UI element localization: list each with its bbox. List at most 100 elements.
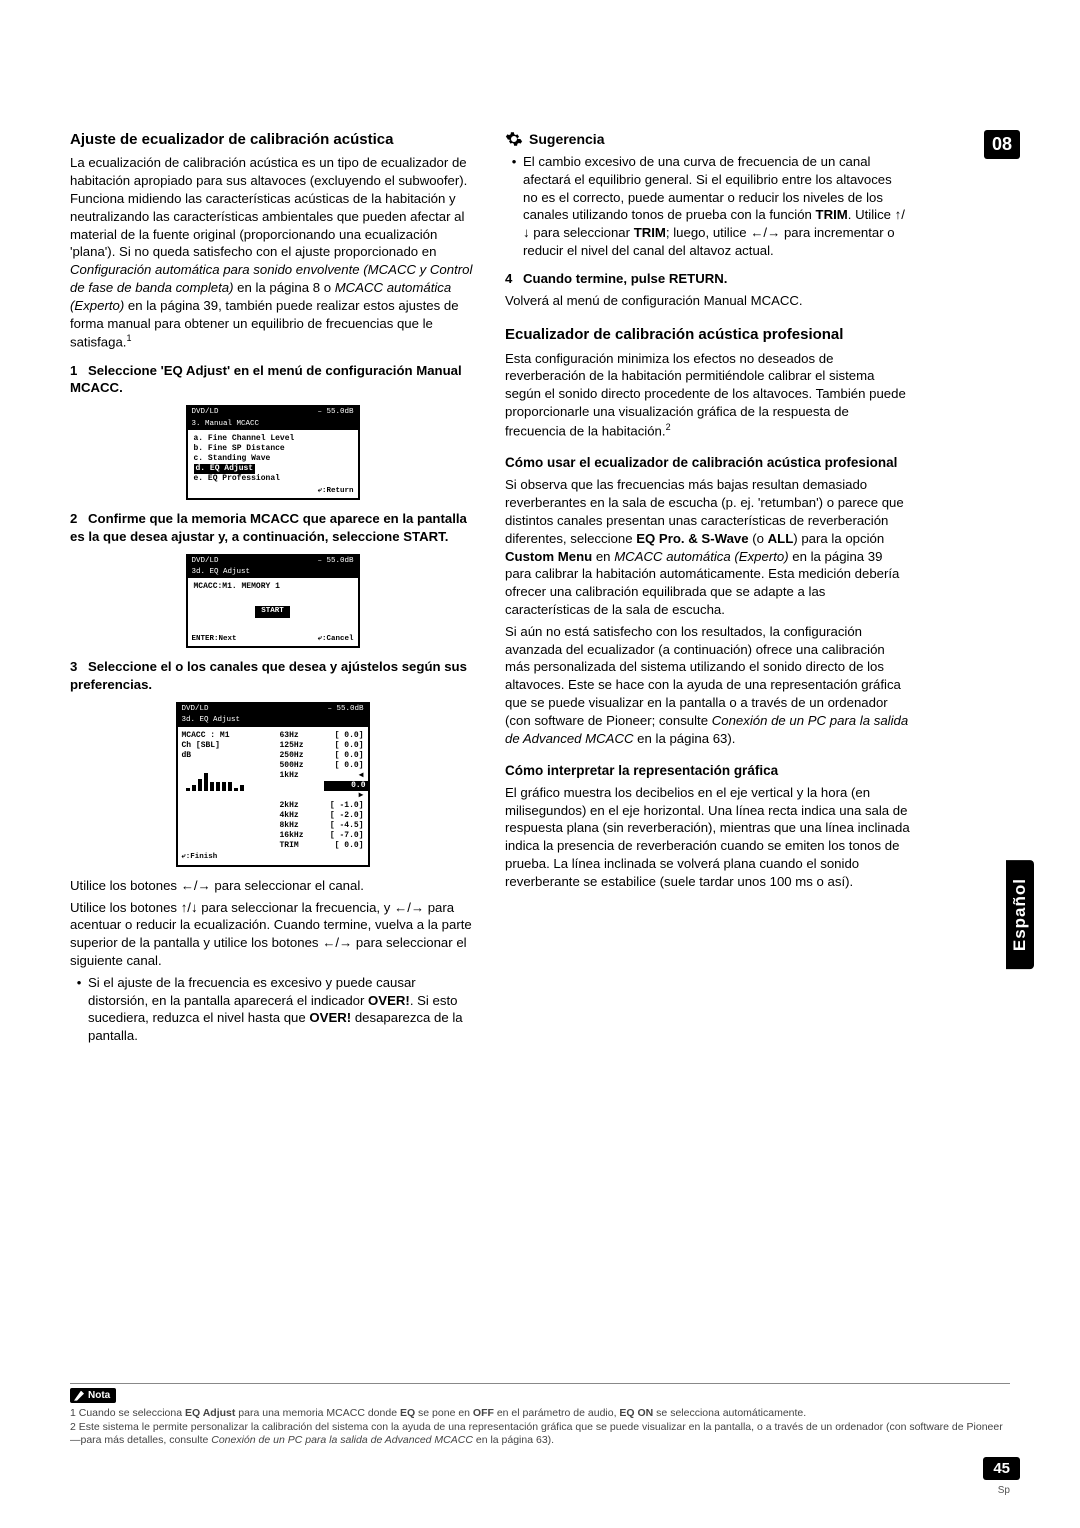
osd2-cancel-hint: ⤶:Cancel: [318, 635, 354, 644]
a3-d: para seleccionar la frecuencia, y: [198, 900, 394, 915]
osd2-memory-line: MCACC:M1. MEMORY 1: [194, 582, 352, 592]
lr-arrows-icon-2: ←/→: [394, 900, 424, 915]
osd3-header: 3d. EQ Adjust: [178, 715, 368, 726]
lr-arrows-icon: ←/→: [181, 878, 211, 893]
eq-pro-body: Esta configuración minimiza los efectos …: [505, 351, 906, 439]
osd3-info-2: Ch [SBL]: [182, 741, 274, 751]
osd3-finish-hint: ⤶:Finish: [182, 853, 218, 862]
nota-label: Nota: [88, 1389, 110, 1402]
osd1-item-b: b. Fine SP Distance: [194, 444, 352, 454]
osd-screen-3: DVD/LD – 55.0dB 3d. EQ Adjust MCACC : M1 …: [176, 702, 370, 867]
how-to-use-p2: Si aún no está satisfecho con los result…: [505, 623, 910, 748]
lr-arrows-icon-4: ←/→: [750, 225, 780, 240]
intro-b: en la página 8 o: [234, 280, 335, 295]
osd2-titlebar: DVD/LD– 55.0dB: [188, 556, 358, 567]
tip-b: . Utilice: [848, 207, 895, 222]
osd-screen-1: DVD/LD – 55.0dB 3. Manual MCACC a. Fine C…: [186, 405, 360, 500]
osd3-title-l: DVD/LD: [182, 705, 209, 714]
subheading-graph: Cómo interpretar la representación gráfi…: [505, 762, 910, 780]
fn2-i: Conexión de un PC para la salida de Adva…: [211, 1434, 473, 1446]
page-lang-code: Sp: [998, 1485, 1010, 1496]
h3-b3: Custom Menu: [505, 549, 592, 564]
ud-arrows-icon: ↑/↓: [181, 900, 198, 915]
step-1-heading: 1Seleccione 'EQ Adjust' en el menú de co…: [70, 362, 475, 398]
footnote-ref-1: 1: [126, 333, 131, 343]
osd3-title-r: – 55.0dB: [327, 705, 363, 714]
h3-i1: MCACC automática (Experto): [614, 549, 788, 564]
h3-c: ) para la opción: [793, 531, 884, 546]
osd2-start-button: START: [255, 606, 290, 617]
tip-c: para seleccionar: [530, 225, 634, 240]
osd2-title-l: DVD/LD: [192, 557, 219, 566]
over-warning-bullet: • Si el ajuste de la frecuencia es exces…: [70, 974, 475, 1045]
eq-pro-intro: Esta configuración minimiza los efectos …: [505, 350, 910, 440]
footnote-ref-2: 2: [666, 422, 671, 432]
osd3-row-8: 16kHz[ -7.0]: [280, 831, 364, 841]
osd3-row-4: 1kHz◀0.0▶: [280, 771, 364, 801]
after-step3-line1: Utilice los botones ←/→ para seleccionar…: [70, 877, 475, 895]
osd3-eq-bars: [186, 763, 274, 791]
osd1-title-l: DVD/LD: [192, 408, 219, 417]
osd1-item-a: a. Fine Channel Level: [194, 434, 352, 444]
page-number-badge: 45: [983, 1457, 1020, 1480]
fn1-e: se pone en: [415, 1407, 473, 1419]
fn1-a: 1 Cuando se selecciona: [70, 1407, 185, 1419]
osd3-row-0: 63Hz[ 0.0]: [280, 731, 364, 741]
osd3-row-9: TRIM[ 0.0]: [280, 841, 364, 851]
osd1-title-r: – 55.0dB: [317, 408, 353, 417]
osd1-header: 3. Manual MCACC: [188, 419, 358, 430]
intro-paragraph: La ecualización de calibración acústica …: [70, 154, 475, 351]
osd3-row-1: 125Hz[ 0.0]: [280, 741, 364, 751]
tip-trim-1: TRIM: [816, 207, 848, 222]
nota-tag: Nota: [70, 1388, 116, 1403]
step-4-after: Volverá al menú de configuración Manual …: [505, 292, 910, 310]
osd2-enter-hint: ENTER:Next: [192, 635, 237, 644]
intro-a: La ecualización de calibración acústica …: [70, 155, 467, 259]
after-step3-line2: Utilice los botones ↑/↓ para seleccionar…: [70, 899, 475, 970]
bullet-dot-icon: •: [70, 974, 88, 1045]
h3-p2b: en la página 63).: [634, 731, 736, 746]
fn1-c: para una memoria MCACC donde: [235, 1407, 400, 1419]
step-4-text: Cuando termine, pulse RETURN.: [523, 271, 727, 286]
footnotes: Nota 1 Cuando se selecciona EQ Adjust pa…: [70, 1383, 1010, 1448]
step-1-text: Seleccione 'EQ Adjust' en el menú de con…: [70, 363, 462, 396]
gear-icon: [505, 130, 523, 148]
step-3-text: Seleccione el o los canales que desea y …: [70, 659, 467, 692]
page-body: Ajuste de ecualizador de calibración acú…: [0, 0, 1080, 1085]
step-2-text: Confirme que la memoria MCACC que aparec…: [70, 511, 467, 544]
osd3-info-1: MCACC : M1: [182, 731, 274, 741]
a3-a: Utilice los botones: [70, 878, 181, 893]
osd3-body: MCACC : M1 Ch [SBL] dB 63Hz[ 0.0] 125Hz[…: [178, 727, 368, 865]
osd3-info-3: dB: [182, 751, 274, 761]
footnote-1: 1 Cuando se selecciona EQ Adjust para un…: [70, 1407, 1010, 1421]
fn1-d: EQ: [400, 1407, 415, 1419]
step-4-heading: 4Cuando termine, pulse RETURN.: [505, 270, 910, 288]
bullet-dot-icon: •: [505, 153, 523, 260]
graph-body: El gráfico muestra los decibelios en el …: [505, 784, 910, 891]
osd1-item-d-highlighted: d. EQ Adjust: [194, 464, 256, 474]
over-a: Si el ajuste de la frecuencia es excesiv…: [88, 975, 416, 1008]
osd1-titlebar: DVD/LD – 55.0dB: [188, 407, 358, 418]
over-indicator-2: OVER!: [309, 1010, 351, 1025]
osd3-row-7: 8kHz[ -4.5]: [280, 821, 364, 831]
osd2-header: 3d. EQ Adjust: [188, 567, 358, 578]
tip-heading: Sugerencia: [505, 130, 910, 149]
tip-label: Sugerencia: [529, 130, 604, 149]
tip-trim-2: TRIM: [634, 225, 666, 240]
osd3-freq-table: 63Hz[ 0.0] 125Hz[ 0.0] 250Hz[ 0.0] 500Hz…: [280, 731, 364, 851]
tip-bullet: • El cambio excesivo de una curva de fre…: [505, 153, 910, 260]
osd1-return-hint: ⤶:Return: [318, 487, 354, 496]
fn1-f: OFF: [473, 1407, 494, 1419]
osd3-row-5: 2kHz[ -1.0]: [280, 801, 364, 811]
h3-b: (o: [749, 531, 768, 546]
osd1-item-c: c. Standing Wave: [194, 454, 352, 464]
osd3-row-3: 500Hz[ 0.0]: [280, 761, 364, 771]
fn1-g: en el parámetro de audio,: [494, 1407, 620, 1419]
left-column: Ajuste de ecualizador de calibración acú…: [70, 130, 475, 1045]
tip-d: ; luego, utilice: [666, 225, 750, 240]
h3-b1: EQ Pro. & S-Wave: [636, 531, 748, 546]
a3-c: Utilice los botones: [70, 900, 181, 915]
step-2-heading: 2Confirme que la memoria MCACC que apare…: [70, 510, 475, 546]
osd3-row-2: 250Hz[ 0.0]: [280, 751, 364, 761]
osd1-item-e: e. EQ Professional: [194, 474, 352, 484]
